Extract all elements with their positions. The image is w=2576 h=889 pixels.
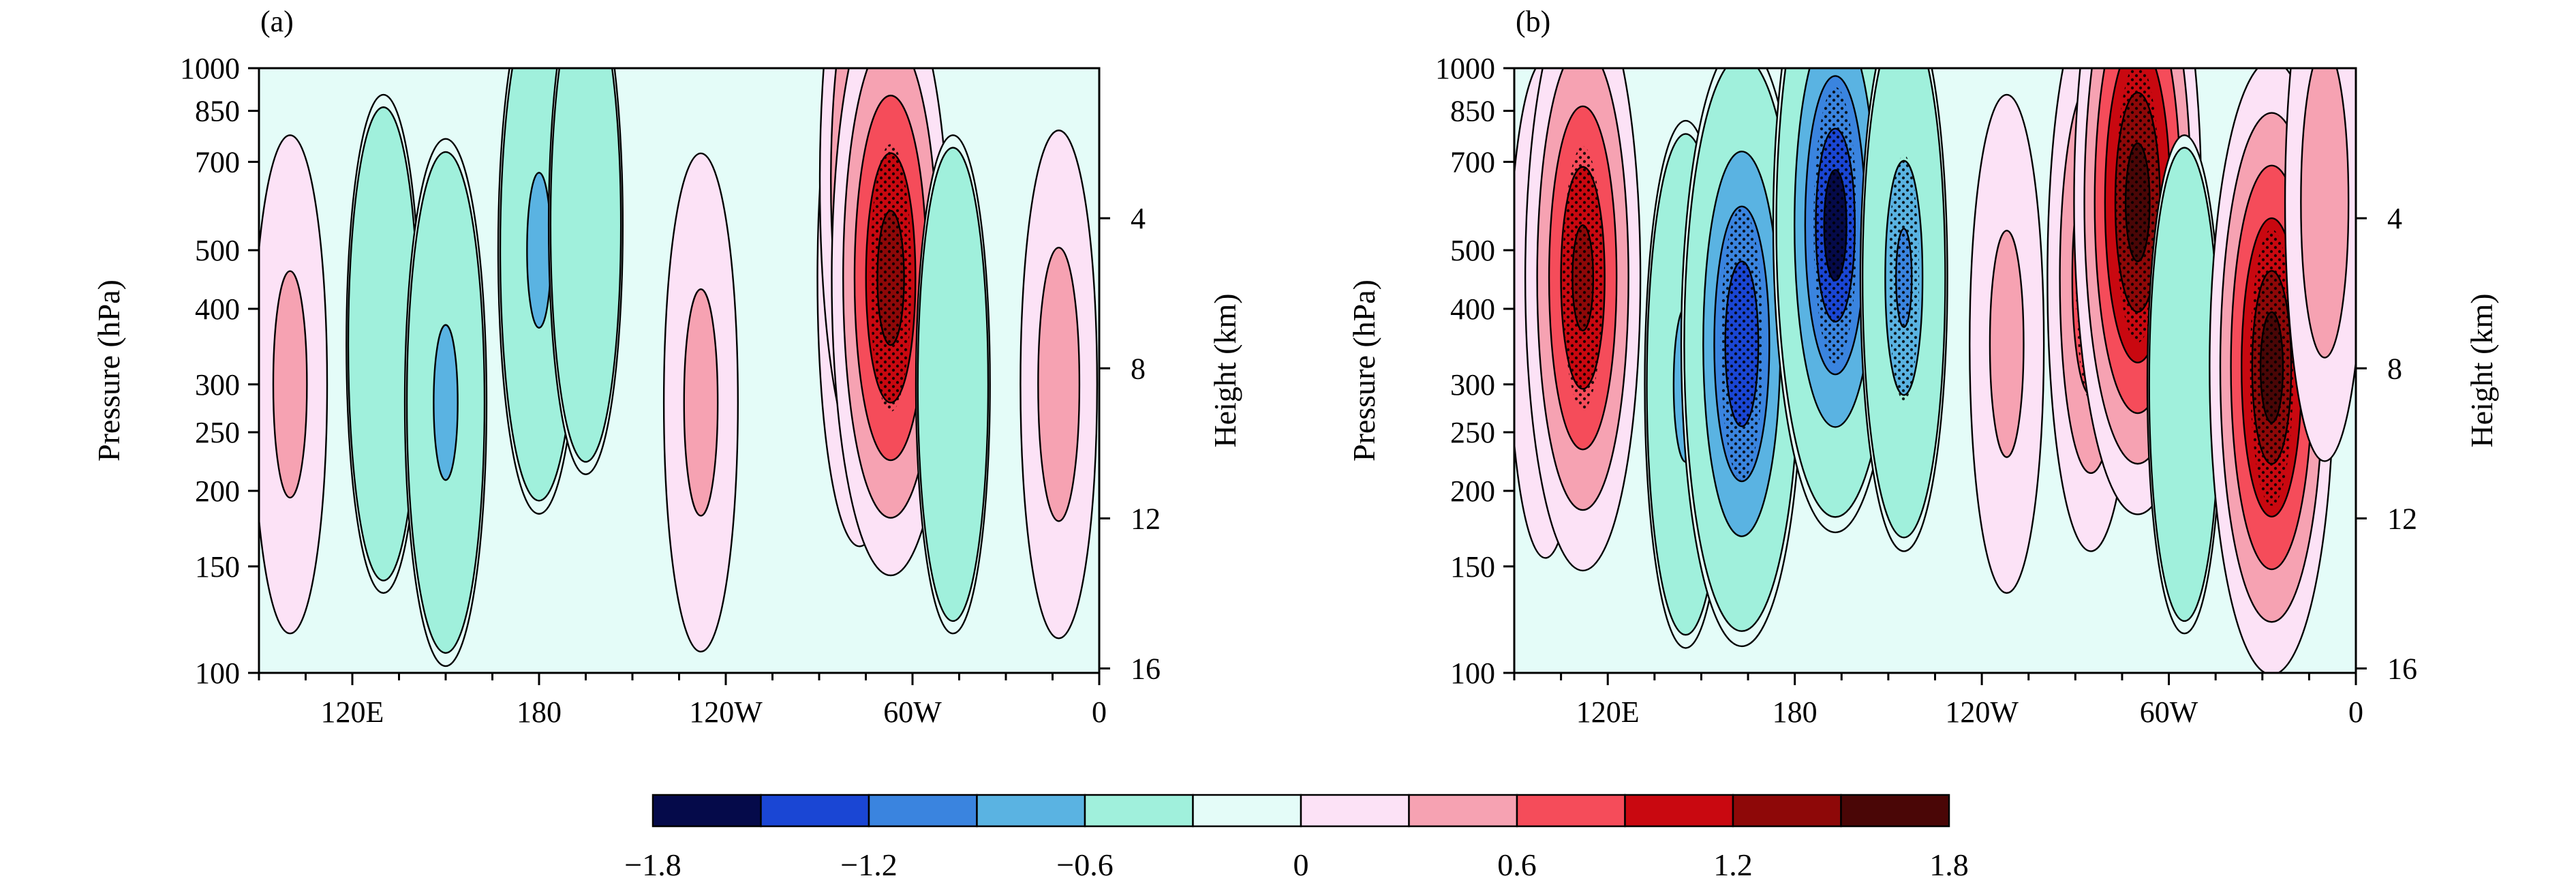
anomaly-center (1019, 130, 1099, 639)
anomaly-center (1859, 68, 1948, 552)
y-axis-title: Pressure (hPa) (91, 280, 126, 462)
colorbar-tick-label: −0.6 (1056, 847, 1113, 882)
colorbar-tick-label: 0.6 (1497, 847, 1537, 882)
x-tick-label: 0 (1092, 695, 1107, 729)
colorbar-tick-label: 1.2 (1713, 847, 1753, 882)
pressure-tick-label: 200 (195, 474, 240, 508)
colorbar-swatch (1840, 794, 1950, 828)
colorbar-swatch (976, 794, 1086, 828)
pressure-tick-label: 300 (195, 368, 240, 402)
height-tick-label: 8 (2387, 352, 2402, 385)
pressure-tick-label: 250 (195, 416, 240, 449)
x-tick-label: 180 (1773, 695, 1818, 729)
significance-stipple (870, 144, 912, 412)
colorbar-swatch (651, 794, 762, 828)
anomaly-center (547, 68, 624, 475)
pressure-tick-label: 250 (1450, 416, 1495, 449)
significance-stipple (1563, 146, 1604, 410)
anomaly-center (1680, 68, 1804, 647)
pressure-tick-label: 150 (195, 550, 240, 584)
anomaly-center (2284, 68, 2356, 462)
x-tick-label: 120E (1576, 695, 1640, 729)
anomaly-center (662, 152, 739, 653)
anomaly-center (1969, 93, 2045, 594)
x-tick-label: 60W (883, 695, 942, 729)
pressure-tick-label: 850 (1450, 95, 1495, 128)
significance-stipple (1720, 207, 1764, 480)
contour-band (549, 68, 622, 463)
panel-b: (b) 100 150 200 250 300 400 500 700 850 1000 Pressu… (1347, 5, 2499, 729)
colorbar-swatch (1300, 794, 1410, 828)
colorbar: −1.8 −1.2 −0.6 0 0.6 1.2 1.8 (624, 794, 1969, 882)
pressure-tick-label: 150 (1450, 550, 1495, 584)
height-tick-label: 4 (1131, 202, 1146, 235)
contour-band (526, 172, 552, 329)
anomaly-center (259, 134, 328, 635)
colorbar-swatch (1732, 794, 1842, 828)
height-tick-label: 16 (1131, 652, 1161, 686)
pressure-tick-label: 1000 (1435, 52, 1495, 85)
x-tick-label: 0 (2348, 695, 2363, 729)
anomaly-center (2146, 134, 2223, 635)
pressure-tick-label: 100 (195, 657, 240, 690)
colorbar-swatch (1084, 794, 1194, 828)
pressure-tick-label: 200 (1450, 474, 1495, 508)
height-tick-label: 8 (1131, 352, 1146, 385)
x-tick-label: 120W (689, 695, 763, 729)
height-tick-label: 12 (1131, 502, 1161, 535)
contour-band (683, 288, 719, 517)
pressure-tick-label: 300 (1450, 368, 1495, 402)
pressure-tick-label: 500 (1450, 234, 1495, 267)
colorbar-swatch (1624, 794, 1734, 828)
anomaly-field (259, 68, 1099, 667)
colorbar-swatch (1516, 794, 1626, 828)
anomaly-center (831, 68, 951, 577)
pressure-tick-label: 500 (195, 234, 240, 267)
anomaly-field (1514, 68, 2356, 673)
contour-band (1037, 246, 1081, 522)
colorbar-swatch (1192, 794, 1302, 828)
x-tick-label: 120E (321, 695, 384, 729)
pressure-tick-label: 1000 (180, 52, 240, 85)
significance-stipple (2250, 229, 2294, 506)
x-tick-label: 120W (1945, 695, 2019, 729)
contour-band (917, 147, 990, 622)
significance-stipple (1888, 155, 1920, 402)
pressure-tick-label: 400 (195, 292, 240, 326)
x-tick-label: 180 (517, 695, 562, 729)
significance-stipple (1813, 87, 1858, 364)
colorbar-tick-label: 0 (1293, 847, 1309, 882)
anomaly-center (915, 134, 991, 635)
contour-band (433, 324, 459, 481)
anomaly-center (403, 138, 488, 667)
significance-stipple (2115, 68, 2160, 343)
pressure-tick-label: 100 (1450, 657, 1495, 690)
colorbar-swatch (868, 794, 978, 828)
colorbar-tick-label: 1.8 (1929, 847, 1969, 882)
colorbar-swatch (1408, 794, 1518, 828)
contour-band (1989, 230, 2025, 458)
colorbar-tick-label: −1.8 (624, 847, 681, 882)
pressure-tick-label: 700 (195, 145, 240, 179)
height-tick-label: 12 (2387, 502, 2417, 535)
anomaly-center (1524, 68, 1642, 571)
panel-label: (a) (260, 5, 294, 38)
y2-axis-title: Height (km) (1208, 293, 1242, 447)
contour-band (272, 270, 308, 499)
pressure-tick-label: 400 (1450, 292, 1495, 326)
contour-band (2300, 68, 2350, 359)
pressure-tick-label: 850 (195, 95, 240, 128)
colorbar-swatch (760, 794, 870, 828)
panel-label: (b) (1516, 5, 1550, 38)
colorbar-tick-label: −1.2 (840, 847, 897, 882)
x-tick-label: 60W (2140, 695, 2198, 729)
y-axis-title: Pressure (hPa) (1347, 280, 1381, 462)
panel-a: (a) 100 150 200 250 300 400 500 700 850 1000 Pressu… (91, 5, 1242, 729)
pressure-tick-label: 700 (1450, 145, 1495, 179)
height-tick-label: 4 (2387, 202, 2402, 235)
y2-axis-title: Height (km) (2464, 293, 2499, 447)
height-tick-label: 16 (2387, 652, 2417, 686)
